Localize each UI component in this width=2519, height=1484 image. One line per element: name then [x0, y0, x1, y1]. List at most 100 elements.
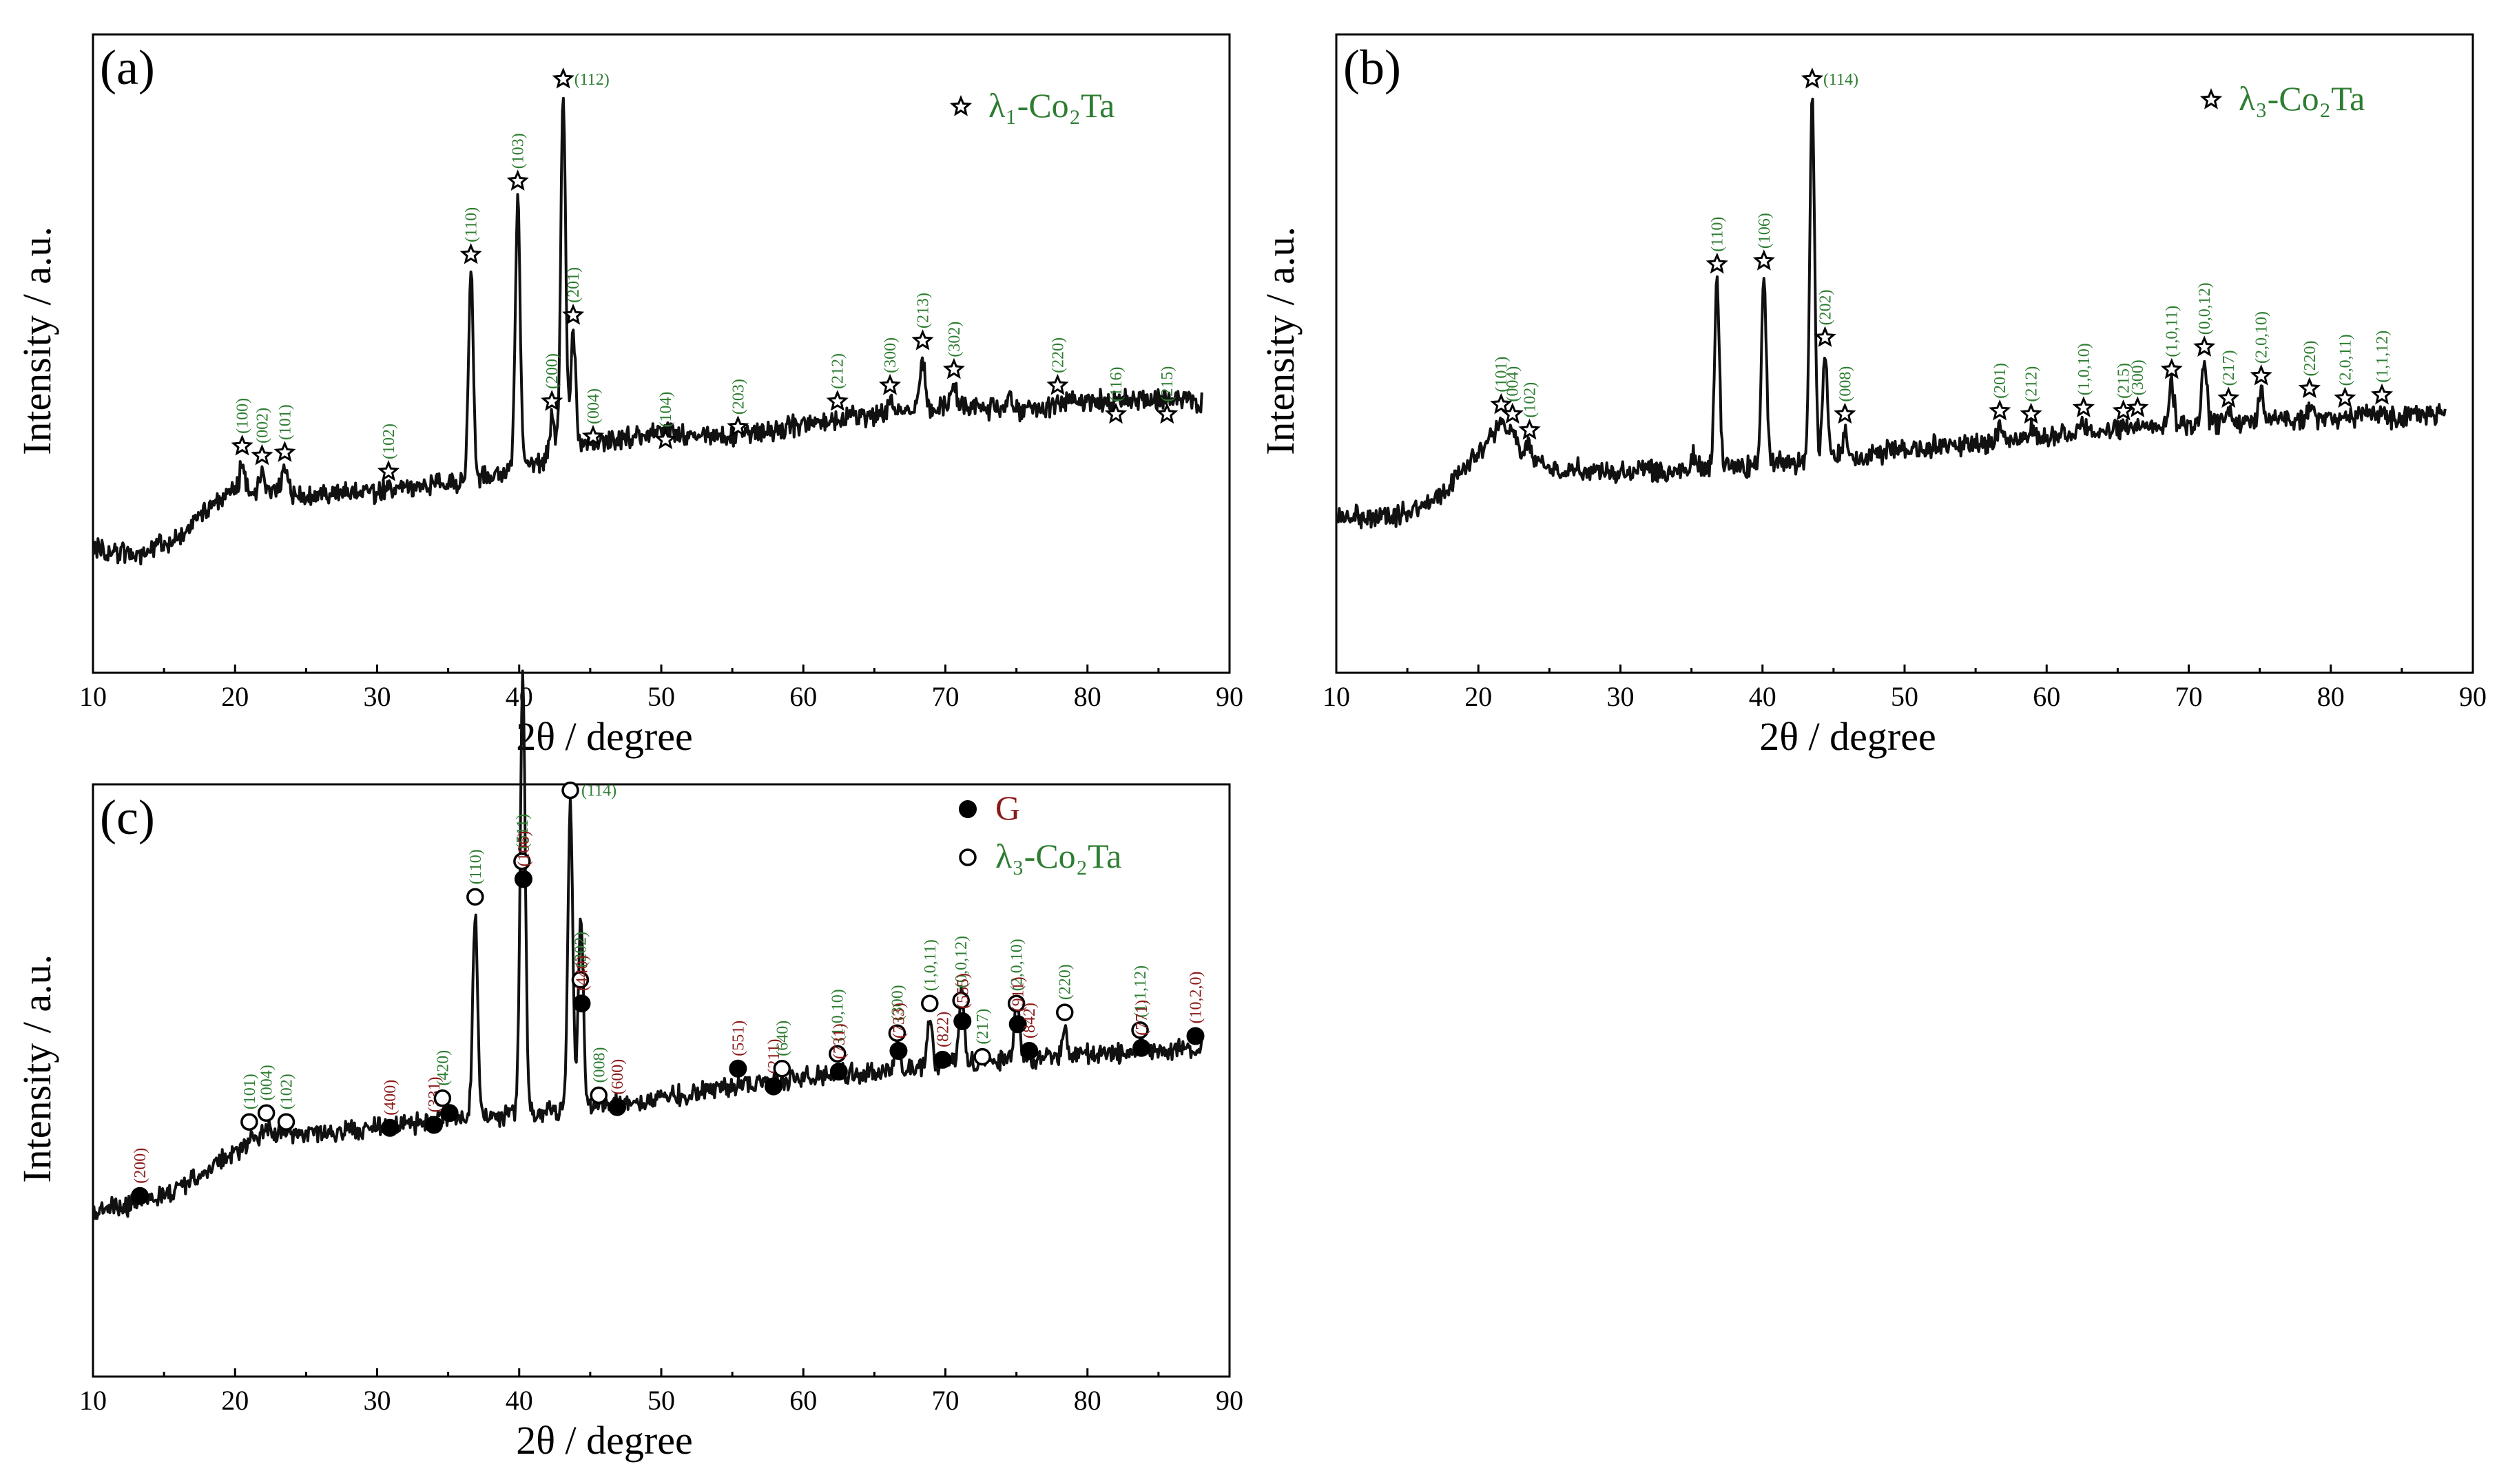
panel-b: 10 20 30 40 50 60 70 80 90 2θ / degree Intensity /… [1258, 33, 2487, 759]
peak-hkl-label: (102) [278, 1074, 296, 1109]
peak-hkl-label: (302) [946, 322, 964, 357]
x-tick-label: 90 [1216, 681, 1243, 712]
peak-hkl-label: (555) [954, 973, 972, 1009]
peak-star-marker [2250, 364, 2272, 386]
peak-star-marker [654, 428, 677, 450]
peak-hkl-label: (842) [1021, 1003, 1039, 1038]
peak-hkl-label: (220) [2301, 341, 2319, 377]
x-tick-label: 80 [1074, 1385, 1101, 1416]
peak-star-marker [2370, 383, 2394, 405]
peak-star-marker [562, 304, 585, 325]
peak-hkl-label: (202) [572, 932, 590, 968]
peak-hkl-label: (106) [515, 831, 533, 867]
peak-hkl-label: (114) [1823, 71, 1858, 89]
peak-filled-circle-marker [1132, 1038, 1151, 1057]
x-tick-label: 60 [2033, 681, 2060, 712]
peak-filled-circle-marker [889, 1042, 908, 1060]
peak-hkl-label: (201) [565, 267, 583, 303]
peak-hkl-label: (440) [574, 955, 592, 991]
peak-star-marker [377, 460, 400, 481]
peak-hkl-label: (220) [1057, 964, 1075, 1000]
peak-hkl-label: (104) [657, 392, 675, 428]
peak-open-circle-marker [1056, 1003, 1074, 1021]
peak-filled-circle-marker [425, 1116, 443, 1134]
peak-hkl-label: (2,0,11) [2336, 334, 2354, 386]
peak-hkl-label: (2,0,10) [2253, 311, 2271, 364]
y-axis-label: Intensity / a.u. [14, 227, 59, 455]
peak-hkl-label: (102) [1522, 382, 1540, 418]
peak-filled-circle-marker [1186, 1027, 1205, 1045]
peak-star-marker [1814, 326, 1836, 347]
peak-hkl-label: (112) [574, 71, 610, 89]
peak-hkl-label: (300) [889, 985, 906, 1021]
peak-hkl-label: (100) [234, 398, 252, 434]
peak-star-marker [2334, 386, 2356, 408]
peak-hkl-label: (008) [1836, 366, 1854, 402]
x-axis-label: 2θ / degree [516, 1418, 692, 1463]
peak-star-marker [1801, 67, 1824, 89]
peak-star-marker [506, 169, 529, 191]
peak-open-circle-marker [513, 853, 531, 870]
peak-star-marker [1156, 402, 1179, 424]
x-tick-label: 20 [1464, 681, 1492, 712]
peak-hkl-label: (1,0,11) [922, 939, 940, 991]
peak-star-marker [2193, 335, 2216, 357]
peak-hkl-label: (201) [1991, 363, 2009, 399]
panel-a: 10 20 30 40 50 60 70 80 90 2θ / degree Intensity /… [14, 33, 1243, 759]
x-tick-label: 30 [364, 1385, 391, 1416]
x-tick-label: 30 [364, 681, 391, 712]
peak-hkl-label: (203) [729, 379, 747, 415]
peak-star-marker [1706, 252, 1728, 274]
peak-hkl-label: (200) [132, 1148, 149, 1184]
peak-hkl-label: (217) [2220, 350, 2238, 386]
peak-hkl-label: (911) [1010, 976, 1028, 1012]
peak-open-circle-marker [1131, 1021, 1149, 1039]
peak-filled-circle-marker [1008, 1015, 1027, 1034]
peak-hkl-label: (200) [543, 353, 561, 389]
peak-hkl-label: (822) [934, 1012, 952, 1047]
peak-star-marker [1046, 373, 1069, 395]
x-tick-label: 90 [2459, 681, 2487, 712]
peak-open-circle-marker [829, 1045, 847, 1063]
panel-label: (c) [100, 790, 155, 845]
peak-hkl-label: (10,2,0) [1188, 972, 1205, 1024]
x-tick-label: 10 [1323, 681, 1350, 712]
peak-star-marker [2298, 377, 2321, 399]
peak-open-circle-marker [277, 1113, 296, 1131]
panel-label: (a) [100, 40, 155, 95]
x-tick-label: 40 [506, 681, 533, 712]
peak-hkl-label: (101) [241, 1074, 259, 1109]
peak-hkl-label: (002) [253, 408, 271, 443]
peak-star-marker [879, 373, 902, 395]
peak-star-marker [1501, 402, 1524, 424]
legend-marker [959, 800, 977, 818]
peak-hkl-label: (600) [609, 1059, 627, 1095]
peak-hkl-label: (110) [467, 849, 485, 884]
peak-hkl-label: (300) [2129, 359, 2147, 395]
peak-star-marker [231, 434, 253, 456]
peak-open-circle-marker [433, 1089, 452, 1107]
peak-filled-circle-marker [131, 1187, 149, 1205]
peak-open-circle-marker [240, 1113, 258, 1131]
x-tick-label: 50 [1891, 681, 1918, 712]
peak-hkl-label: (300) [882, 337, 900, 373]
peak-hkl-label: (0,0,12) [953, 936, 971, 988]
peak-star-marker [2217, 386, 2240, 408]
peak-hkl-label: (511) [514, 814, 532, 849]
peak-hkl-label: (004) [585, 388, 603, 424]
x-tick-label: 80 [1074, 681, 1101, 712]
peak-hkl-label: (551) [729, 1021, 747, 1056]
peak-hkl-label: (217) [974, 1009, 992, 1045]
peak-star-marker [1490, 393, 1513, 415]
xrd-pattern-line [1336, 97, 2447, 530]
x-axis-label: 2θ / degree [1759, 714, 1936, 759]
peak-hkl-label: (106) [1756, 213, 1774, 249]
x-tick-label: 20 [221, 681, 249, 712]
peak-open-circle-marker [590, 1086, 608, 1105]
xrd-pattern-line [92, 96, 1203, 565]
peak-filled-circle-marker [440, 1104, 459, 1122]
peak-filled-circle-marker [933, 1050, 952, 1069]
peak-filled-circle-marker [764, 1077, 782, 1096]
legend-marker [949, 95, 973, 116]
peak-star-marker [942, 357, 965, 379]
